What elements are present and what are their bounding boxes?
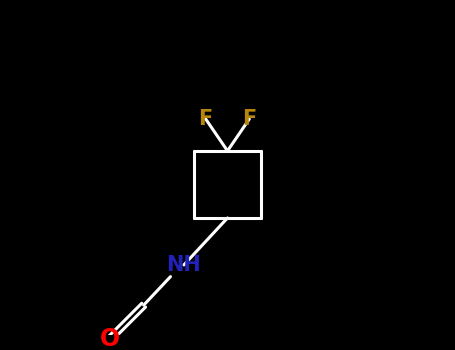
- Text: NH: NH: [167, 255, 201, 275]
- Text: F: F: [242, 109, 257, 129]
- Text: F: F: [198, 109, 213, 129]
- Text: O: O: [100, 327, 120, 350]
